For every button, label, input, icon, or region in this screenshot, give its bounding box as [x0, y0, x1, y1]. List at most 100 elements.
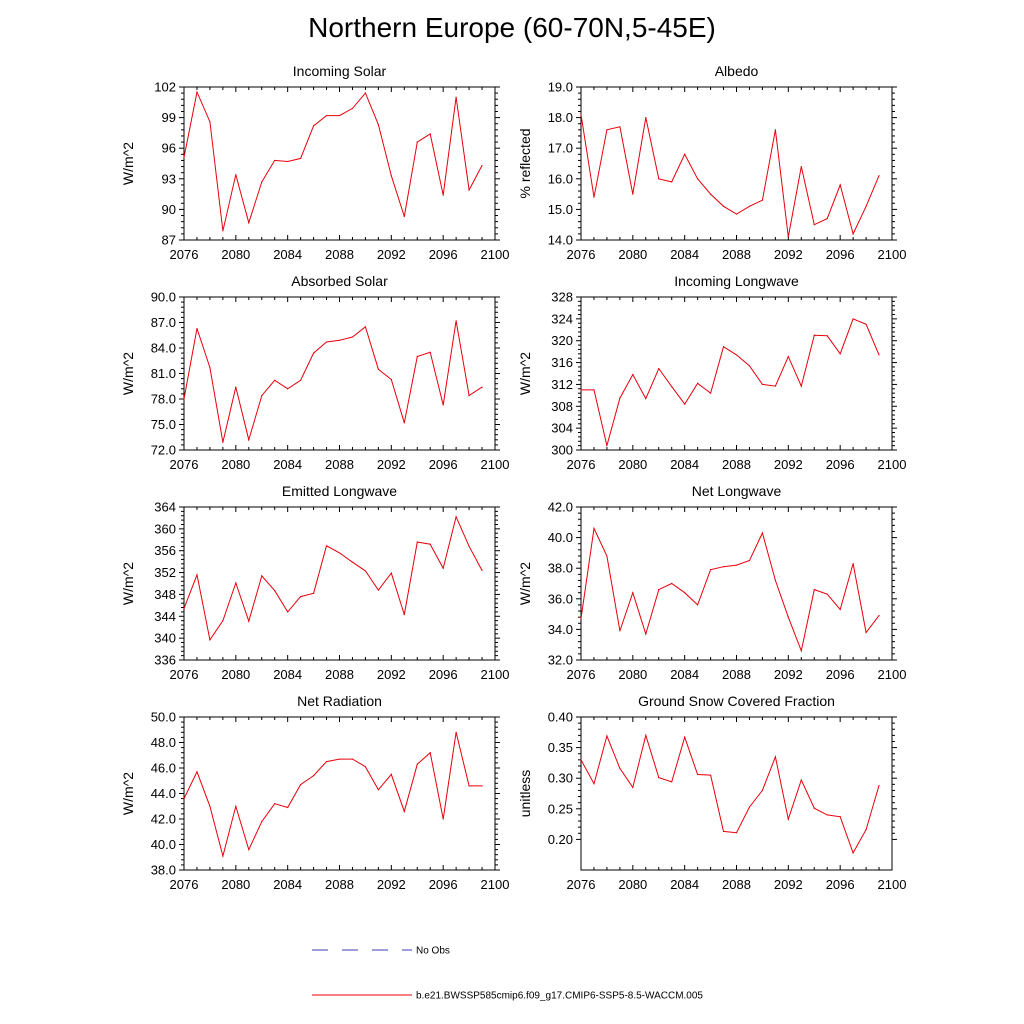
data-point [852, 852, 854, 854]
data-point [403, 810, 405, 812]
chart-net-radiation: Net Radiation W/m^2 2076 2080 2084 2088 2092 20… [120, 693, 509, 892]
data-point [709, 392, 712, 394]
data-point [800, 650, 802, 652]
data-point [684, 403, 686, 405]
chart-title: Incoming Solar [293, 63, 387, 79]
legend: No Obs b.e21.BWSSP585cmip6.f09_g17.CMIP6… [312, 946, 703, 1002]
data-point [312, 775, 315, 777]
data-point [300, 783, 302, 786]
x-tick-label: 2076 [567, 457, 596, 472]
chart-incoming-longwave: Incoming Longwave W/m^2 2076 2080 2084 2088 20… [517, 273, 906, 472]
data-point [377, 368, 379, 370]
data-point [645, 117, 647, 119]
x-tick-label: 2096 [429, 667, 458, 682]
data-point [722, 205, 725, 207]
chart-title: Emitted Longwave [282, 483, 397, 499]
y-tick-label: 36.0 [548, 591, 573, 606]
data-point [697, 604, 699, 606]
y-tick-label: 352 [154, 565, 176, 580]
x-tick-label: 2096 [826, 877, 855, 892]
y-tick-label: 0.25 [548, 801, 573, 816]
data-point [865, 323, 867, 325]
x-tick-label: 2092 [377, 667, 406, 682]
data-point [671, 181, 673, 183]
data-point [865, 205, 867, 207]
data-point [839, 816, 841, 818]
data-point [235, 582, 237, 584]
chart-emitted-longwave: Emitted Longwave W/m^2 2076 2080 2084 2088 209… [120, 483, 509, 682]
y-tick-label: 90 [162, 202, 176, 217]
data-point [658, 178, 660, 180]
chart-title: Net Radiation [297, 693, 382, 709]
data-point [274, 590, 276, 592]
data-point [351, 336, 354, 338]
data-point [209, 121, 211, 123]
data-point [580, 618, 582, 620]
data-point [248, 439, 250, 441]
data-point [235, 805, 237, 807]
data-point [774, 756, 776, 758]
data-point [248, 849, 250, 851]
y-tick-label: 84.0 [151, 341, 176, 356]
x-tick-label: 2088 [325, 667, 354, 682]
data-point [735, 354, 738, 356]
x-tick-label: 2088 [722, 667, 751, 682]
data-point [183, 798, 185, 800]
data-point [684, 736, 686, 738]
y-tick-label: 0.30 [548, 771, 573, 786]
data-point [878, 784, 880, 787]
y-tick-label: 304 [551, 421, 573, 436]
x-tick-label: 2080 [618, 667, 647, 682]
data-point [209, 639, 211, 641]
data-point [274, 379, 276, 381]
data-point [442, 567, 444, 569]
data-point [196, 574, 198, 576]
data-point [787, 236, 789, 238]
page-title: Northern Europe (60-70N,5-45E) [308, 12, 716, 43]
x-tick-label: 2076 [170, 247, 199, 262]
data-point [735, 564, 738, 566]
y-tick-label: 34.0 [548, 622, 573, 637]
data-point [826, 593, 828, 595]
data-point [748, 365, 751, 367]
y-tick-label: 99 [162, 110, 176, 125]
x-tick-label: 2092 [774, 247, 803, 262]
data-point [593, 527, 595, 530]
data-point [606, 445, 608, 447]
x-tick-label: 2100 [878, 877, 907, 892]
x-tick-label: 2100 [481, 247, 510, 262]
data-point [468, 545, 470, 547]
y-axis-label: W/m^2 [120, 562, 136, 605]
data-point [774, 385, 776, 387]
x-tick-label: 2076 [567, 247, 596, 262]
data-point [684, 153, 686, 155]
data-point [852, 233, 854, 235]
chart-albedo: Albedo % reflected 2076 2080 2084 2088 2092 209… [517, 63, 906, 262]
data-point [878, 354, 880, 356]
data-point [697, 178, 699, 180]
data-point [287, 160, 289, 163]
plot-frame [580, 296, 893, 451]
data-point [377, 124, 379, 126]
y-tick-label: 46.0 [151, 761, 176, 776]
data-point [619, 126, 621, 128]
data-point [468, 395, 470, 397]
data-point [658, 589, 660, 591]
data-point [338, 339, 341, 341]
data-point [416, 355, 418, 358]
data-point [390, 572, 392, 574]
data-point [606, 735, 608, 737]
y-tick-label: 78.0 [151, 392, 176, 407]
x-tick-label: 2080 [221, 877, 250, 892]
data-point [183, 156, 185, 158]
x-tick-label: 2100 [481, 877, 510, 892]
data-point [735, 832, 738, 834]
y-tick-label: 40.0 [548, 530, 573, 545]
data-point [209, 366, 211, 369]
x-tick-label: 2076 [170, 667, 199, 682]
data-point [671, 582, 673, 585]
data-point [261, 575, 263, 577]
data-point [852, 563, 854, 565]
data-point [325, 114, 328, 117]
